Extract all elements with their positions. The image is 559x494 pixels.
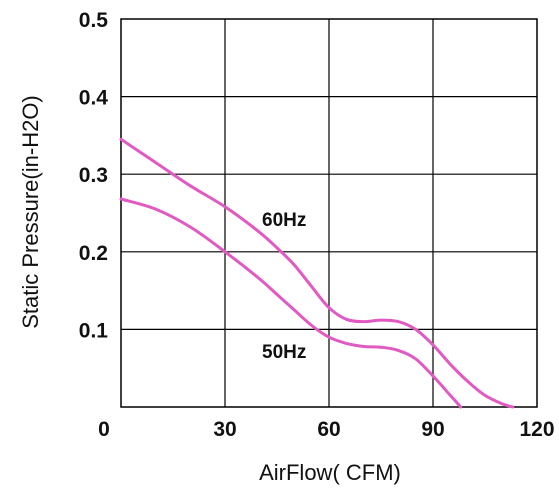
y-tick-label: 0.3 [79, 164, 108, 187]
series-line-60hz [119, 137, 515, 409]
x-tick-label: 90 [421, 418, 444, 441]
grid [120, 18, 538, 408]
y-tick-label: 0.5 [79, 9, 109, 32]
series-line-50hz [119, 197, 463, 409]
series-label-60hz: 60Hz [262, 210, 306, 231]
series-label-50hz: 50Hz [262, 342, 306, 363]
y-axis-label: Static Pressure(in-H2O) [18, 95, 43, 329]
x-axis-label: AirFlow( CFM) [259, 460, 401, 485]
y-tick-label: 0.2 [79, 242, 108, 265]
x-tick-label: 120 [519, 418, 554, 441]
y-tick-label: 0.1 [79, 319, 109, 342]
series-layer [119, 137, 515, 409]
y-tick-label: 0.4 [79, 87, 109, 110]
x-tick-label: 30 [213, 418, 236, 441]
x-tick-label: 0 [98, 418, 110, 441]
x-tick-label: 60 [317, 418, 340, 441]
tick-labels: 0 30 60 90 120 0.1 0.2 0.3 0.4 0.5 [79, 9, 555, 441]
